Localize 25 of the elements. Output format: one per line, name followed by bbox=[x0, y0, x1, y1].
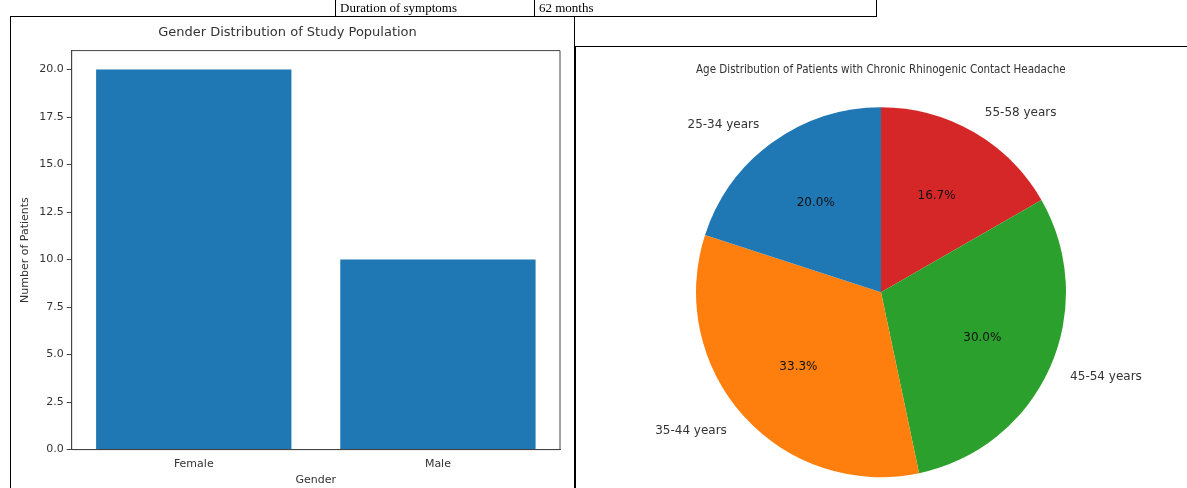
text: 62 months bbox=[538, 0, 595, 16]
data-label: 20.0% bbox=[796, 194, 835, 209]
x-axis-title: Gender bbox=[295, 473, 337, 487]
chart-title: Gender Distribution of Study Population bbox=[158, 24, 417, 40]
y-tick-label: 7.5 bbox=[46, 299, 64, 313]
y-tick-label: 0.0 bbox=[46, 442, 64, 456]
y-tick-label: 12.5 bbox=[39, 204, 64, 218]
slice-label: 45-54 years bbox=[1070, 369, 1142, 383]
y-tick-label: 2.5 bbox=[46, 394, 64, 408]
data-label: 33.3% bbox=[779, 358, 818, 373]
y-tick-label: 5.0 bbox=[46, 347, 64, 361]
y-tick-label: 15.0 bbox=[39, 157, 64, 171]
x-tick-label: Male bbox=[424, 457, 452, 471]
y-tick-label: 20.0 bbox=[39, 62, 64, 76]
data-label: 16.7% bbox=[917, 188, 956, 203]
y-tick-label: 17.5 bbox=[39, 109, 64, 123]
text: Duration of symptoms bbox=[336, 0, 535, 16]
y-tick-label: 10.0 bbox=[39, 252, 64, 266]
chart-title: Age Distribution of Patients with Chronic Rhinogenic Contact Headache bbox=[696, 62, 1066, 77]
data-label: 30.0% bbox=[963, 329, 1002, 344]
y-axis-title: Number of Patients bbox=[18, 196, 32, 304]
x-tick-label: Female bbox=[173, 457, 214, 471]
slice-label: 35-44 years bbox=[655, 422, 727, 437]
slice-label: 25-34 years bbox=[687, 116, 760, 131]
slice-label: 55-58 years bbox=[984, 104, 1057, 119]
